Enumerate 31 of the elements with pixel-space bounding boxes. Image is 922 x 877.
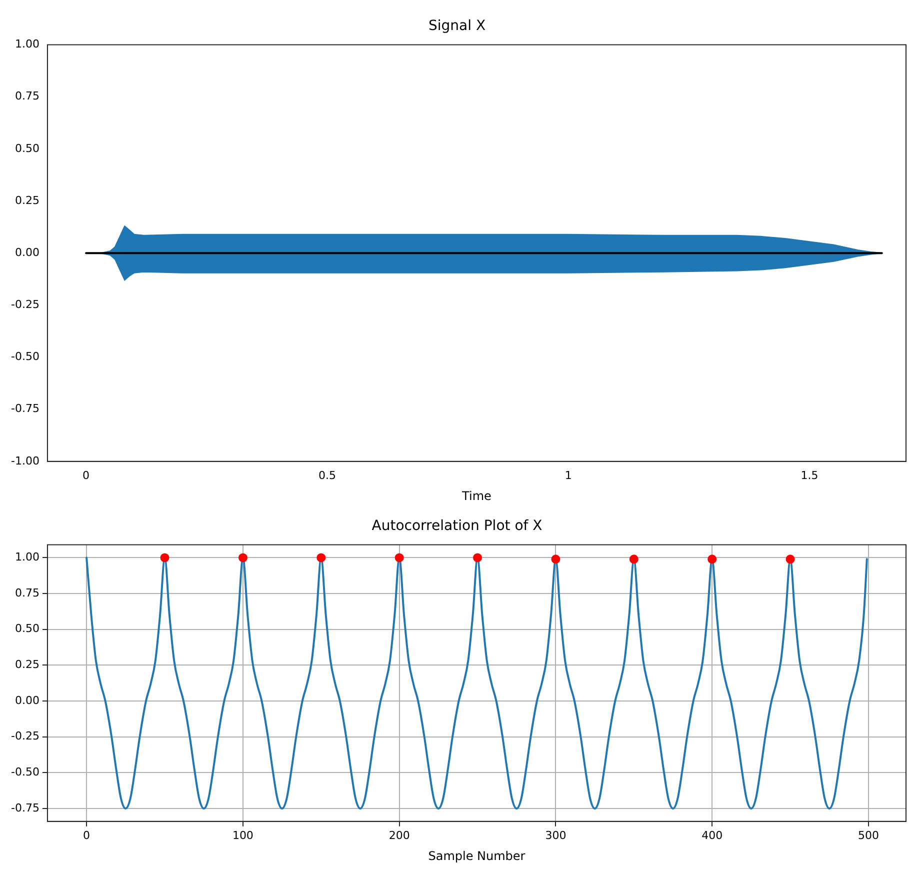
y-tick-label: 1.00 bbox=[14, 550, 40, 564]
x-axis-title: Time bbox=[461, 488, 492, 503]
x-tick-label: 0 bbox=[83, 828, 90, 842]
y-tick-label: 1.00 bbox=[14, 38, 40, 51]
x-tick-label: 0 bbox=[82, 468, 90, 482]
y-tick-label: -0.75 bbox=[10, 402, 40, 416]
x-tick-label: 300 bbox=[545, 828, 566, 842]
x-axis-title: Sample Number bbox=[428, 848, 526, 863]
x-tick-label: 100 bbox=[232, 828, 254, 842]
x-tick-label: 1 bbox=[564, 468, 572, 482]
y-tick-label: 0.25 bbox=[14, 658, 40, 672]
y-tick-label: 0.75 bbox=[14, 586, 40, 600]
chart-title: Autocorrelation Plot of X bbox=[372, 518, 543, 534]
y-tick-label: 0.50 bbox=[14, 622, 40, 636]
x-tick-label: 200 bbox=[388, 828, 410, 842]
x-tick-label: 0.5 bbox=[318, 468, 336, 482]
y-tick-label: -1.00 bbox=[10, 454, 40, 468]
y-tick-label: -0.25 bbox=[10, 730, 40, 743]
x-tick-label: 1.5 bbox=[800, 468, 818, 482]
y-tick-label: -0.50 bbox=[10, 766, 40, 779]
x-tick-label: 400 bbox=[702, 828, 723, 842]
y-tick-label: -0.75 bbox=[10, 801, 40, 814]
y-tick-label: 0.25 bbox=[14, 194, 40, 207]
y-tick-label: 0.75 bbox=[14, 90, 40, 103]
y-tick-label: 0.50 bbox=[14, 142, 40, 155]
chart-title: Signal X bbox=[428, 18, 486, 34]
y-tick-label: -0.25 bbox=[10, 298, 40, 312]
y-tick-label: -0.50 bbox=[10, 350, 40, 364]
y-tick-label: 0.00 bbox=[14, 246, 40, 259]
x-tick-label: 500 bbox=[858, 828, 879, 842]
y-tick-label: 0.00 bbox=[14, 694, 40, 707]
